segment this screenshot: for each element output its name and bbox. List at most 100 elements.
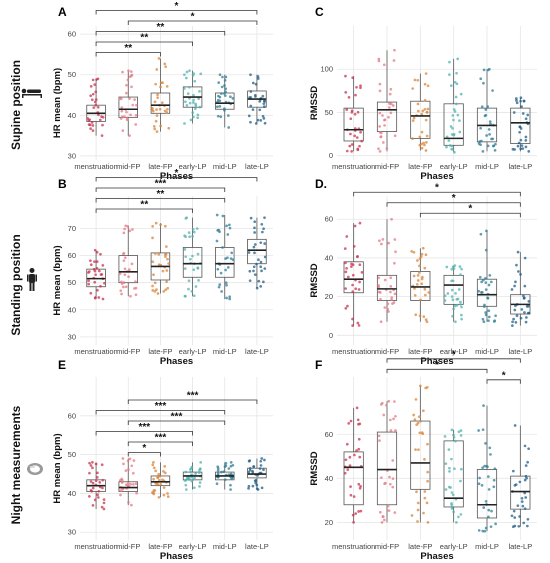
data-point [227,467,231,470]
data-point [394,414,397,418]
data-point [519,138,523,142]
data-point [389,276,393,280]
data-point [425,110,429,114]
data-point [164,253,167,256]
x-axis-title: Phases [160,356,193,367]
data-point [350,262,353,266]
data-point [162,486,166,489]
data-point [189,257,192,261]
significance-stars: * [452,349,456,360]
data-point [382,518,386,522]
data-point [358,221,362,225]
data-point [120,106,124,109]
data-point [425,141,428,144]
data-point [164,255,167,259]
data-point [390,298,393,302]
x-tick-label: mid-FP [116,347,140,356]
data-point [122,462,125,466]
data-point [450,133,454,136]
x-tick-label: menstruation [332,162,375,171]
data-point [494,522,497,526]
panel-label: B [58,177,67,191]
data-point [97,296,101,299]
data-point [415,423,419,427]
x-tick-label: menstruation [74,162,117,171]
data-point [89,94,93,98]
data-point [220,290,223,293]
data-point [95,476,99,479]
data-point [155,108,158,111]
data-point [388,92,392,96]
data-point [527,304,530,308]
data-point [378,510,382,514]
data-point [481,529,485,533]
data-point [522,294,525,298]
data-point [256,77,260,80]
box-iqr [410,100,431,139]
data-point [510,324,514,327]
data-point [229,257,233,260]
data-point [198,467,202,471]
data-point [259,285,263,288]
data-point [182,87,186,90]
data-point [100,505,104,509]
data-point [134,482,138,486]
data-point [131,103,135,107]
data-point [123,256,127,260]
data-point [448,466,451,470]
data-point [349,485,352,489]
data-point [515,314,519,318]
data-point [262,102,266,106]
data-point [477,289,481,293]
x-tick-label: menstruation [74,542,117,551]
data-point [192,115,195,119]
data-point [481,278,485,282]
significance-stars: *** [187,391,199,402]
y-tick-label: 30 [68,528,76,537]
bracket-line [127,420,226,425]
data-point [218,230,221,234]
significance-bracket: ** [95,199,193,213]
data-point [185,70,189,74]
data-point [511,469,515,473]
data-point [457,430,461,434]
data-point [165,111,169,114]
data-point [184,255,188,259]
data-point [163,62,167,66]
box-late-LP [510,424,531,529]
data-point [377,276,380,280]
x-tick-label: late-LP [508,542,532,551]
data-point [151,107,154,110]
data-point [412,250,416,254]
data-point [90,98,94,102]
data-point [383,124,386,127]
data-point [381,141,385,144]
data-point [158,107,162,111]
data-point [100,115,103,119]
data-point [513,424,517,427]
data-point [156,96,160,100]
data-point [248,466,252,470]
data-point [123,115,126,119]
data-point [422,409,425,413]
data-point [224,464,228,468]
data-point [91,129,95,132]
data-point [459,479,462,483]
data-point [443,299,447,302]
data-point [152,466,156,470]
data-point [196,252,200,256]
data-point [351,317,354,321]
data-point [231,463,235,467]
data-point [357,447,361,451]
y-tick-label: 60 [68,411,76,420]
data-point [393,292,397,296]
data-point [418,257,422,260]
data-point [350,150,353,153]
data-point [410,250,414,253]
data-point [488,120,492,123]
data-point [223,92,226,95]
data-point [122,281,126,284]
data-point [134,123,138,126]
data-point [165,85,169,88]
